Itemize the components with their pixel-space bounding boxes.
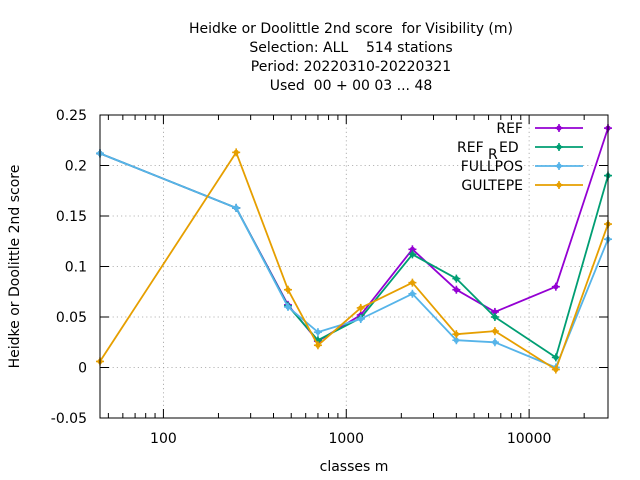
data-point (490, 338, 499, 347)
data-point (313, 341, 322, 350)
legend-label: FULLPOS (461, 159, 523, 175)
y-tick-label: 0.25 (56, 108, 87, 124)
legend-label: ED (499, 140, 519, 156)
y-tick-label: 0.05 (56, 310, 87, 326)
x-tick-label: 10000 (507, 431, 552, 447)
series-line (99, 127, 609, 343)
series-fullpos (96, 149, 612, 372)
data-point (232, 203, 241, 212)
data-point (283, 285, 292, 294)
series-gultepe (96, 148, 612, 374)
data-series (96, 124, 612, 374)
legend-marker (555, 181, 563, 189)
legend-entry: REF (496, 121, 583, 137)
legend-entry: FULLPOS (461, 159, 583, 175)
data-point (452, 274, 461, 283)
plot-frame (99, 114, 609, 419)
legend-entry: REF R ED (457, 140, 583, 163)
grid-lines (100, 115, 608, 418)
data-point (408, 250, 417, 259)
y-tick-label: 0 (78, 361, 87, 377)
legend-label-subscript: R (488, 147, 498, 163)
series-line (99, 152, 609, 369)
data-point (356, 303, 365, 312)
y-axis-label: Heidke or Doolittle 2nd score (7, 165, 23, 369)
tick-labels: -0.05 0 0.05 0.1 0.15 0.2 0.25 100 1000 10000 (51, 108, 552, 447)
title-line: Used 00 + 00 03 ... 48 (270, 78, 433, 94)
chart-title: Heidke or Doolittle 2nd score for Visibi… (189, 21, 513, 94)
data-point (452, 285, 461, 294)
title-line: Selection: ALL 514 stations (249, 40, 452, 56)
legend-marker (555, 124, 563, 132)
data-point (408, 278, 417, 287)
legend-label: GULTEPE (461, 178, 523, 194)
legend-marker (555, 162, 563, 170)
series-ref-red (96, 149, 612, 362)
legend-entry: GULTEPE (461, 178, 583, 194)
data-point (551, 365, 560, 374)
series-line (99, 151, 609, 371)
data-point (356, 315, 365, 324)
data-point (232, 148, 241, 157)
y-tick-label: 0.2 (65, 159, 87, 175)
legend-marker (555, 143, 563, 151)
data-point (551, 282, 560, 291)
data-point (490, 313, 499, 321)
y-tick-label: -0.05 (51, 411, 87, 427)
data-point (283, 302, 292, 311)
x-tick-label: 1000 (328, 431, 364, 447)
y-tick-label: 0.15 (56, 209, 87, 225)
legend-label: REF (496, 121, 523, 137)
title-line: Period: 20220310-20220321 (251, 59, 451, 75)
x-axis-label: classes m (320, 459, 389, 475)
y-tick-label: 0.1 (65, 260, 87, 276)
data-point (452, 330, 461, 339)
x-tick-label: 100 (150, 431, 177, 447)
title-line: Heidke or Doolittle 2nd score for Visibi… (189, 21, 513, 37)
data-point (551, 353, 560, 362)
series-ref (96, 124, 612, 346)
data-point (490, 327, 499, 336)
legend-label: REF (457, 140, 484, 156)
data-point (408, 289, 417, 298)
data-point (313, 328, 322, 337)
